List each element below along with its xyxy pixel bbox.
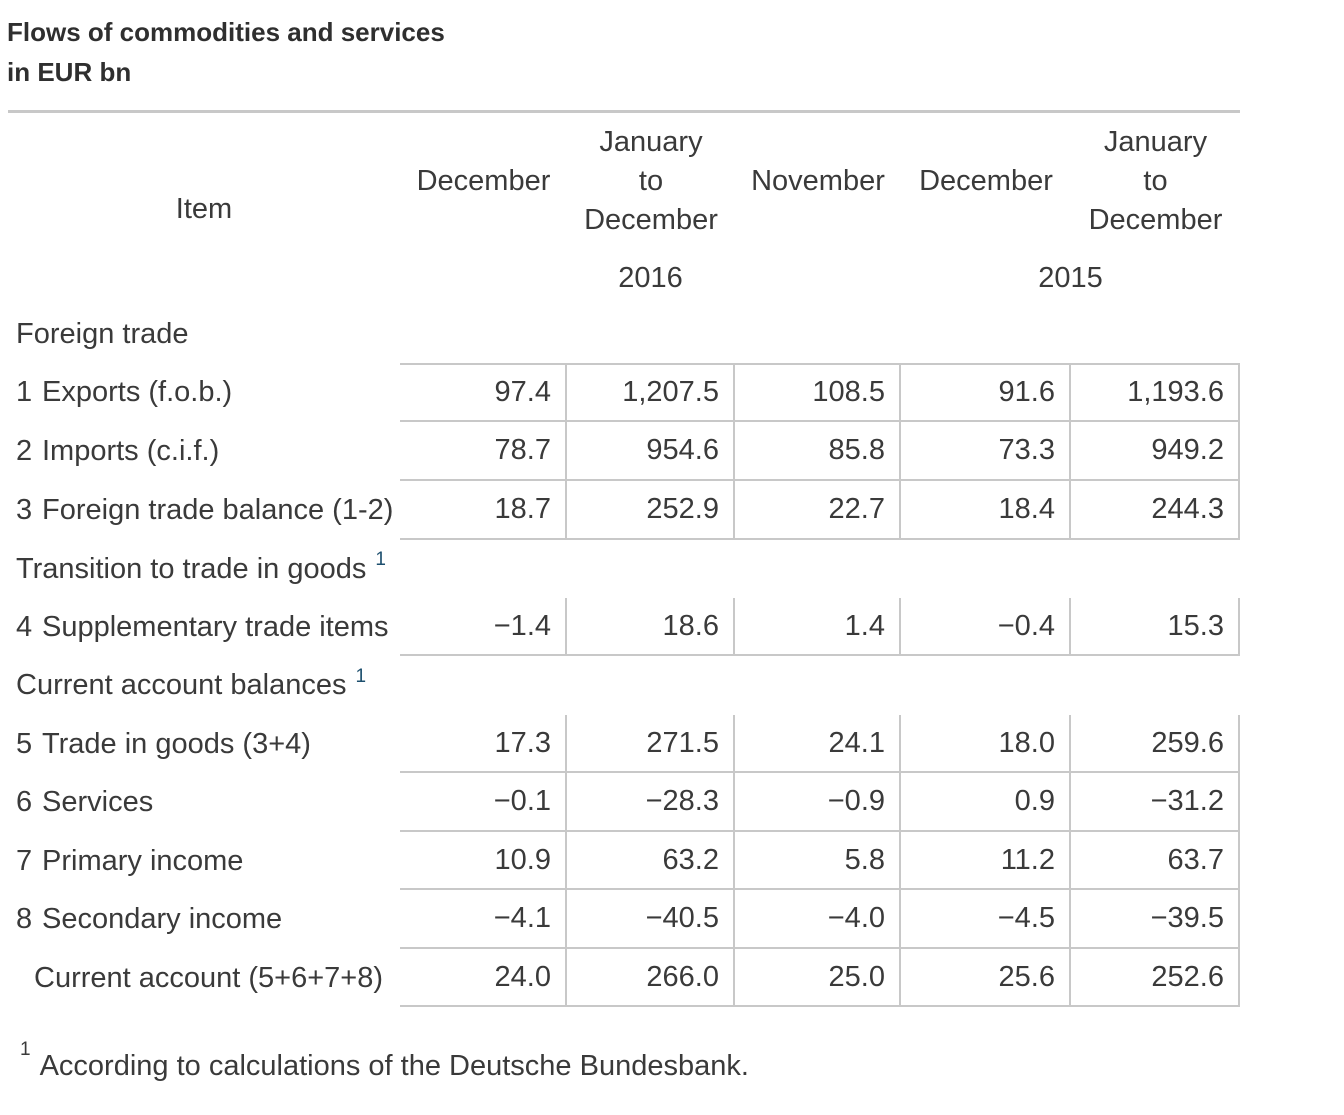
row-label-supplementary-trade-items: 4 Supplementary trade items xyxy=(8,598,400,656)
value-cell: 25.0 xyxy=(735,949,901,1007)
row-label-text: Primary income xyxy=(42,844,244,877)
value-cell: 18.6 xyxy=(567,598,735,656)
row-number: 8 xyxy=(16,903,33,935)
value-cell: 1,207.5 xyxy=(567,363,735,422)
footnote-marker: 1 xyxy=(20,1039,31,1061)
value-cell: 954.6 xyxy=(567,422,735,481)
value-cell: 259.6 xyxy=(1071,715,1240,773)
row-label-text: Foreign trade balance (1-2) xyxy=(42,494,394,526)
title-line-1: Flows of commodities and services xyxy=(7,17,445,47)
row-label-text: Imports (c.i.f.) xyxy=(42,435,220,467)
value-cell: 97.4 xyxy=(400,363,567,422)
row-label-imports: 2 Imports (c.i.f.) xyxy=(8,422,400,481)
row-label-text: Current account (5+6+7+8) xyxy=(34,961,384,994)
value-cell: 63.7 xyxy=(1071,832,1240,890)
section-header-foreign-trade: Foreign trade xyxy=(8,306,1240,363)
value-cell: 63.2 xyxy=(567,832,735,890)
value-cell: −0.9 xyxy=(735,773,901,832)
flows-table: Item December January to December Novemb… xyxy=(8,110,1240,1007)
value-cell: 5.8 xyxy=(735,832,901,890)
value-cell: 73.3 xyxy=(901,422,1071,481)
row-label-services: 6 Services xyxy=(8,773,400,832)
column-header-jan-dec-2016: January to December xyxy=(567,110,735,250)
value-cell: 252.6 xyxy=(1071,949,1240,1007)
value-cell: 266.0 xyxy=(567,949,735,1007)
page-title: Flows of commodities and services in EUR… xyxy=(7,12,1344,92)
value-cell: 252.9 xyxy=(567,481,735,540)
value-cell: 18.4 xyxy=(901,481,1071,540)
row-label-text: Supplementary trade items xyxy=(42,610,389,643)
value-cell: 244.3 xyxy=(1071,481,1240,540)
row-number: 7 xyxy=(16,844,33,877)
year-group-2015: 2015 xyxy=(1038,261,1103,294)
value-cell: 22.7 xyxy=(735,481,901,540)
section-label: Transition to trade in goods xyxy=(16,552,367,585)
section-header-transition: Transition to trade in goods 1 xyxy=(16,549,386,585)
value-cell: −4.0 xyxy=(735,890,901,949)
value-cell: 1,193.6 xyxy=(1071,363,1240,422)
row-number: 3 xyxy=(16,494,33,526)
value-cell: 18.7 xyxy=(400,481,567,540)
row-number: 5 xyxy=(16,727,33,760)
row-label-text: Services xyxy=(42,786,154,818)
value-cell: −4.1 xyxy=(400,890,567,949)
section-label: Current account balances xyxy=(16,669,347,701)
row-number: 1 xyxy=(16,376,33,408)
value-cell: −40.5 xyxy=(567,890,735,949)
value-cell: −39.5 xyxy=(1071,890,1240,949)
column-header-december-2015: December xyxy=(901,110,1071,250)
value-cell: 1.4 xyxy=(735,598,901,656)
value-cell: −28.3 xyxy=(567,773,735,832)
footnote-text: According to calculations of the Deutsch… xyxy=(39,1050,749,1082)
value-cell: 949.2 xyxy=(1071,422,1240,481)
year-group-2016: 2016 xyxy=(618,261,683,294)
value-cell: −0.1 xyxy=(400,773,567,832)
row-label-foreign-trade-balance: 3 Foreign trade balance (1-2) xyxy=(8,481,400,540)
row-label-exports: 1 Exports (f.o.b.) xyxy=(8,363,400,422)
value-cell: −1.4 xyxy=(400,598,567,656)
row-number: 6 xyxy=(16,786,33,818)
row-label-primary-income: 7 Primary income xyxy=(8,832,400,890)
value-cell: 108.5 xyxy=(735,363,901,422)
value-cell: 15.3 xyxy=(1071,598,1240,656)
value-cell: 17.3 xyxy=(400,715,567,773)
value-cell: −0.4 xyxy=(901,598,1071,656)
column-header-item: Item xyxy=(8,110,400,306)
value-cell: 18.0 xyxy=(901,715,1071,773)
title-line-2: in EUR bn xyxy=(7,57,132,87)
value-cell: 24.0 xyxy=(400,949,567,1007)
row-label-trade-in-goods: 5 Trade in goods (3+4) xyxy=(8,715,400,773)
value-cell: 91.6 xyxy=(901,363,1071,422)
value-cell: 78.7 xyxy=(400,422,567,481)
row-label-text: Secondary income xyxy=(42,903,283,935)
value-cell: −31.2 xyxy=(1071,773,1240,832)
value-cell: 24.1 xyxy=(735,715,901,773)
row-label-secondary-income: 8 Secondary income xyxy=(8,890,400,949)
value-cell: 271.5 xyxy=(567,715,735,773)
value-cell: 11.2 xyxy=(901,832,1071,890)
row-label-current-account-total: Current account (5+6+7+8) xyxy=(8,949,400,1007)
footnote: 1 According to calculations of the Deutsc… xyxy=(20,1040,1344,1083)
column-header-november: November xyxy=(735,110,901,250)
section-header-current-account-balances: Current account balances 1 xyxy=(16,665,367,702)
row-label-text: Trade in goods (3+4) xyxy=(42,727,311,760)
value-cell: 10.9 xyxy=(400,832,567,890)
column-header-jan-dec-2015: January to December xyxy=(1071,110,1240,250)
value-cell: 25.6 xyxy=(901,949,1071,1007)
row-number: 4 xyxy=(16,610,33,643)
section-label: Foreign trade xyxy=(16,318,189,350)
value-cell: 0.9 xyxy=(901,773,1071,832)
column-header-december-2016: December xyxy=(400,110,567,250)
row-number: 2 xyxy=(16,435,33,467)
value-cell: 85.8 xyxy=(735,422,901,481)
value-cell: −4.5 xyxy=(901,890,1071,949)
row-label-text: Exports (f.o.b.) xyxy=(42,376,233,408)
